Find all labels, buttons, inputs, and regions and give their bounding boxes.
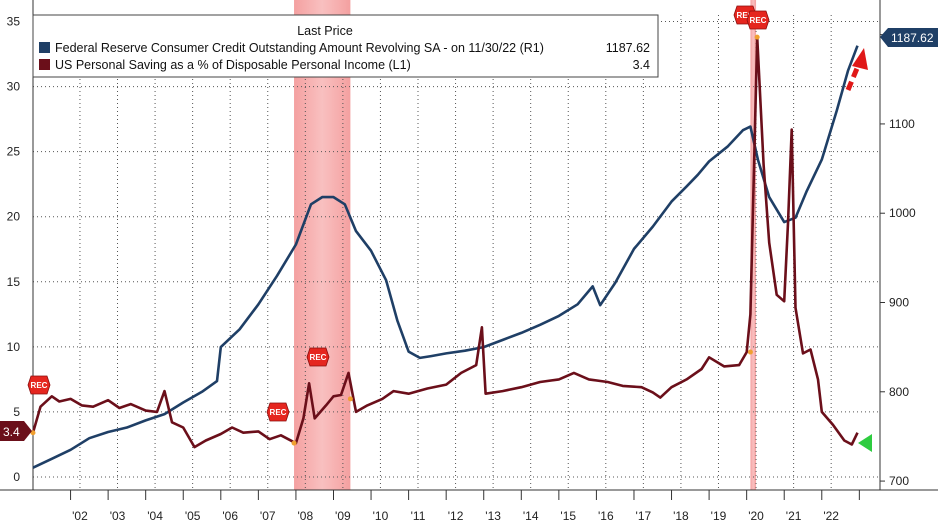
x-tick-label: '19: [711, 509, 727, 523]
last-value-right-badge: 1187.62: [880, 28, 938, 47]
x-tick-label: '12: [448, 509, 464, 523]
x-tick-label: '13: [485, 509, 501, 523]
left-tick-label: 25: [7, 145, 21, 159]
last-value-right: 1187.62: [891, 31, 934, 45]
rec-marker-label: REC: [737, 11, 754, 20]
x-tick-label: '22: [823, 509, 839, 523]
left-tick-label: 15: [7, 275, 21, 289]
x-tick-label: '18: [673, 509, 689, 523]
recession-dot: [754, 34, 760, 40]
legend-swatch-credit: [39, 42, 50, 53]
series-line-credit: [32, 45, 859, 469]
x-tick-label: '09: [335, 509, 351, 523]
right-tick-label: 900: [889, 296, 909, 310]
x-tick-label: '16: [598, 509, 614, 523]
x-tick-label: '14: [523, 509, 539, 523]
left-tick-label: 20: [7, 210, 21, 224]
x-tick-label: '21: [786, 509, 802, 523]
rec-marker: REC: [746, 10, 770, 30]
last-value-left-badge: 3.4: [0, 421, 32, 441]
x-tick-label: '06: [222, 509, 238, 523]
recession-dot: [747, 349, 753, 355]
rec-marker-label: REC: [750, 16, 767, 25]
x-tick-label: '04: [147, 509, 163, 523]
rec-marker-label: REC: [270, 408, 287, 417]
x-tick-label: '02: [72, 509, 88, 523]
recession-dot: [30, 430, 36, 436]
rec-marker-shape: [746, 10, 770, 30]
rec-marker-label: REC: [31, 381, 48, 390]
rec-marker-shape: [27, 375, 51, 395]
green-triangle-marker: [858, 434, 872, 452]
rec-marker-shape: [306, 347, 330, 367]
rec-marker-label: REC: [310, 353, 327, 362]
x-tick-label: '20: [748, 509, 764, 523]
right-tick-label: 800: [889, 385, 909, 399]
rec-marker-shape: [266, 402, 290, 422]
recession-dot: [291, 440, 297, 446]
right-tick-label: 1000: [889, 206, 916, 220]
legend-label-credit: Federal Reserve Consumer Credit Outstand…: [55, 41, 544, 55]
left-tick-label: 5: [13, 405, 20, 419]
rec-marker: REC: [27, 375, 51, 395]
series-line-saving: [31, 35, 859, 449]
x-tick-label: '07: [260, 509, 276, 523]
recession-dot: [347, 396, 353, 402]
rec-marker: REC: [266, 402, 290, 422]
left-tick-label: 10: [7, 340, 21, 354]
legend-box: [32, 14, 659, 78]
legend-value-saving: 3.4: [633, 58, 650, 72]
legend-title: Last Price: [297, 24, 353, 38]
rec-marker: REC: [306, 347, 330, 367]
left-tick-label: 30: [7, 80, 21, 94]
legend-label-saving: US Personal Saving as a % of Disposable …: [55, 58, 411, 72]
left-tick-label: 35: [7, 15, 21, 29]
series-lines: [31, 35, 859, 469]
x-tick-label: '11: [411, 509, 426, 523]
x-tick-label: '15: [560, 509, 576, 523]
x-tick-label: '03: [110, 509, 126, 523]
right-tick-label: 700: [889, 474, 909, 488]
x-tick-label: '05: [185, 509, 201, 523]
x-tick-label: '08: [297, 509, 313, 523]
left-tick-label: 0: [13, 470, 20, 484]
right-tick-label: 1100: [889, 117, 915, 131]
x-tick-label: '10: [373, 509, 389, 523]
red-arrow-annotation: [845, 48, 868, 91]
legend-value-credit: 1187.62: [606, 41, 650, 55]
legend-swatch-saving: [39, 59, 50, 70]
x-tick-label: '17: [636, 509, 652, 523]
last-value-left: 3.4: [3, 425, 20, 439]
legend: Last Price Federal Reserve Consumer Cred…: [32, 14, 659, 78]
